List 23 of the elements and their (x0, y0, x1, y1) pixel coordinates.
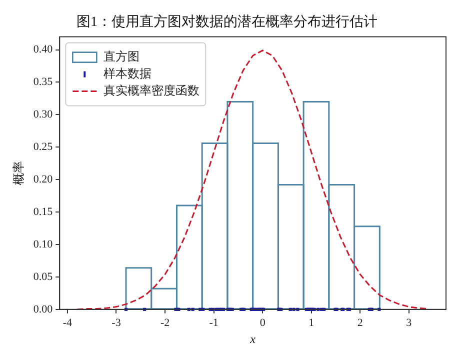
x-tick-label: 3 (406, 316, 412, 329)
y-tick-label: 0.05 (33, 270, 54, 283)
y-tick-label: 0.40 (33, 44, 54, 56)
y-tick-label: 0.30 (33, 108, 54, 121)
y-tick-label: 0.10 (33, 238, 54, 250)
y-tick-label: 0.15 (33, 206, 54, 218)
x-tick-label: -4 (62, 316, 73, 329)
legend-label: 样本数据 (104, 66, 152, 80)
y-axis-title: 概率 (11, 161, 26, 186)
chart-title: 图1：使用直方图对数据的潜在概率分布进行估计 (76, 14, 378, 30)
x-tick-label: 1 (308, 316, 314, 329)
y-tick-label: 0.35 (33, 76, 54, 88)
x-tick-label: 0 (260, 316, 266, 329)
x-tick-label: -3 (112, 316, 122, 329)
y-tick-label: 0.00 (33, 303, 54, 316)
x-tick-label: -2 (160, 316, 170, 329)
x-tick-label: 2 (357, 316, 363, 329)
y-tick-label: 0.25 (33, 141, 54, 154)
legend-label: 真实概率密度函数 (104, 83, 200, 98)
x-tick-label: -1 (209, 316, 218, 329)
y-tick-label: 0.20 (33, 173, 54, 186)
x-axis-title: x (249, 332, 256, 346)
legend-label: 直方图 (104, 49, 140, 64)
